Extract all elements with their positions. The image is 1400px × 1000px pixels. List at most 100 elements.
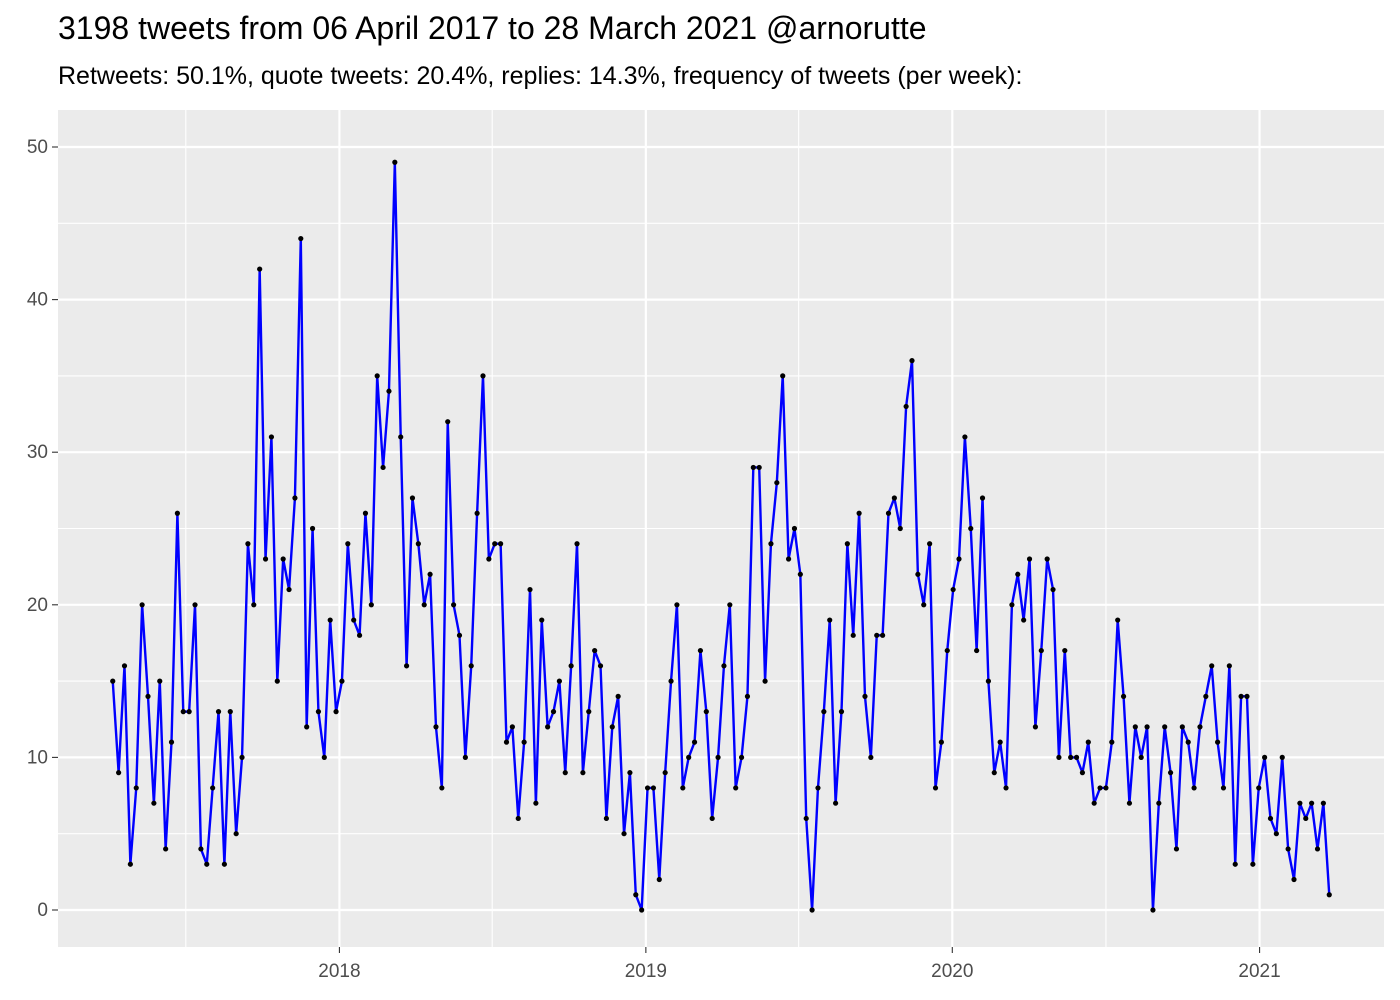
data-point <box>1256 785 1262 791</box>
data-point <box>1079 770 1086 776</box>
data-point <box>474 510 480 516</box>
data-point <box>163 846 169 852</box>
data-point <box>1126 800 1133 806</box>
data-point <box>1197 724 1203 730</box>
data-point <box>286 586 292 593</box>
data-point <box>1073 754 1080 761</box>
data-point <box>985 678 992 684</box>
data-point <box>157 678 163 684</box>
data-point <box>627 770 633 776</box>
data-point <box>309 525 316 532</box>
x-tick-label: 2020 <box>931 961 973 982</box>
data-point <box>374 373 380 379</box>
data-point <box>827 617 833 623</box>
data-point <box>315 709 322 715</box>
data-point <box>780 373 786 379</box>
data-point <box>868 754 874 761</box>
data-point <box>568 663 574 669</box>
data-point <box>1056 754 1062 761</box>
data-point <box>1068 754 1074 761</box>
data-point <box>897 525 903 532</box>
data-point <box>180 709 186 715</box>
data-point <box>545 724 551 730</box>
data-point <box>1262 754 1268 761</box>
data-point <box>333 709 339 715</box>
data-point <box>932 785 939 791</box>
data-point <box>791 525 798 532</box>
data-point <box>1309 800 1315 806</box>
data-point <box>1091 800 1097 806</box>
data-point <box>944 647 950 654</box>
major-gridlines <box>58 110 1384 947</box>
data-point <box>603 815 610 822</box>
data-point <box>1021 617 1027 623</box>
data-point <box>539 617 545 623</box>
chart-title: 3198 tweets from 06 April 2017 to 28 Mar… <box>58 10 927 46</box>
data-point <box>662 770 668 776</box>
data-point <box>1250 861 1256 867</box>
data-point <box>609 724 615 730</box>
data-point <box>785 556 792 562</box>
data-point <box>815 785 821 791</box>
data-point <box>121 663 128 669</box>
data-point <box>321 754 327 761</box>
data-point <box>1138 754 1144 761</box>
data-point <box>562 770 568 776</box>
series-line <box>111 161 1331 912</box>
data-point <box>280 556 286 562</box>
data-point <box>1209 663 1215 669</box>
data-point <box>227 709 233 715</box>
data-point <box>339 678 345 684</box>
data-point <box>1244 693 1250 699</box>
data-point <box>274 678 280 684</box>
x-tick-label: 2019 <box>625 961 667 982</box>
data-point <box>116 770 122 776</box>
y-tick-label: 50 <box>27 137 48 158</box>
data-point <box>427 571 433 577</box>
data-point <box>515 815 521 822</box>
data-point <box>874 632 880 638</box>
data-point <box>239 754 245 761</box>
y-tick-label: 40 <box>27 290 48 311</box>
data-point <box>862 693 868 699</box>
data-point <box>1314 846 1321 852</box>
y-tick-label: 0 <box>37 900 48 921</box>
data-point <box>398 434 404 440</box>
x-tick-label: 2018 <box>318 961 360 982</box>
data-point <box>697 647 704 654</box>
data-point <box>233 831 239 837</box>
data-point <box>468 663 474 669</box>
data-point <box>1179 724 1185 730</box>
data-point <box>1150 907 1156 913</box>
data-point <box>1220 785 1227 791</box>
data-point <box>456 632 463 638</box>
data-point <box>1038 647 1044 654</box>
data-point <box>974 647 980 654</box>
data-point <box>1156 800 1162 806</box>
data-point <box>362 510 369 516</box>
data-point <box>1203 693 1209 699</box>
data-point <box>1120 693 1127 699</box>
data-point <box>327 617 333 623</box>
data-point <box>127 861 133 867</box>
data-point <box>850 632 856 638</box>
data-point <box>521 739 527 745</box>
data-point <box>292 495 298 501</box>
data-point <box>597 663 604 669</box>
data-point <box>1185 739 1191 745</box>
data-point <box>268 434 275 440</box>
data-point <box>621 831 627 837</box>
data-point <box>1144 724 1150 730</box>
data-point <box>403 663 410 669</box>
data-point <box>644 785 651 791</box>
y-tick-label: 30 <box>27 442 48 463</box>
data-point <box>744 693 751 699</box>
data-point <box>192 602 198 608</box>
data-point <box>950 586 956 593</box>
data-point <box>885 510 892 516</box>
data-point <box>903 403 909 410</box>
data-point <box>915 571 921 577</box>
data-point <box>768 541 774 547</box>
data-point <box>445 419 451 425</box>
